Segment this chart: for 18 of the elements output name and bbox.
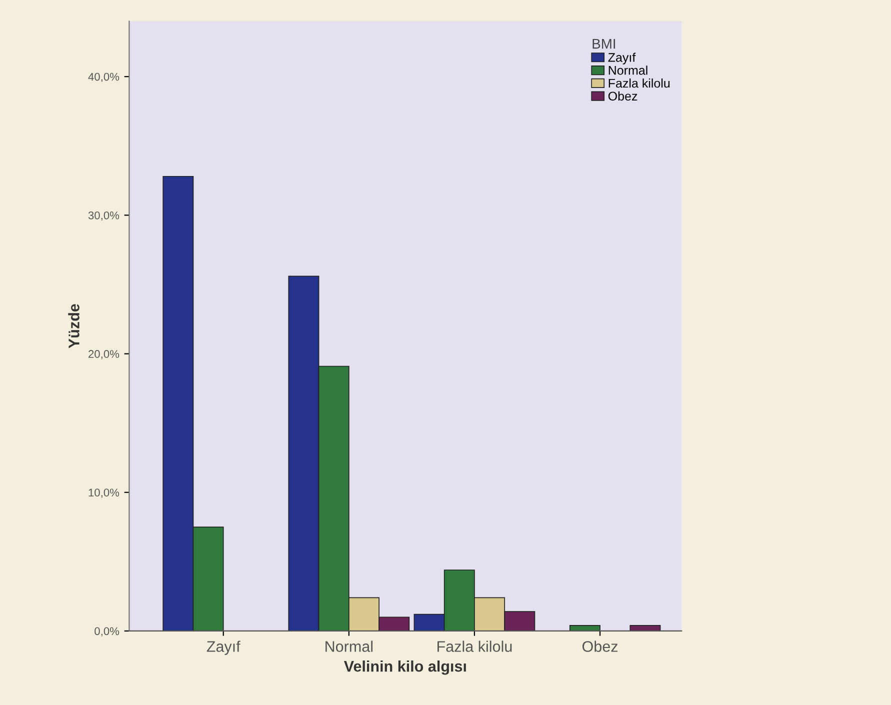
legend-label: Normal (608, 66, 648, 75)
x-tick-label: Normal (326, 640, 373, 652)
y-tick-label: 0,0% (94, 627, 120, 636)
bar (569, 625, 600, 631)
x-axis-title: Velinin kilo algısı (344, 660, 466, 675)
y-tick-label: 10,0% (88, 488, 120, 498)
y-tick-label: 20,0% (88, 350, 120, 360)
legend-label: Fazla kilolu (608, 78, 670, 88)
y-tick-label: 30,0% (88, 211, 120, 221)
legend-label: Zayıf (608, 52, 636, 64)
legend-label: Obez (608, 91, 638, 101)
x-tick-label: Fazla kilolu (438, 640, 512, 652)
x-tick-label: Obez (582, 640, 618, 652)
x-tick-label: Zayıf (206, 640, 240, 655)
bar (630, 625, 661, 631)
legend-title: BMI (592, 39, 616, 49)
y-axis-title: Yüzde (68, 304, 80, 348)
y-tick-label: 40,0% (88, 72, 120, 82)
